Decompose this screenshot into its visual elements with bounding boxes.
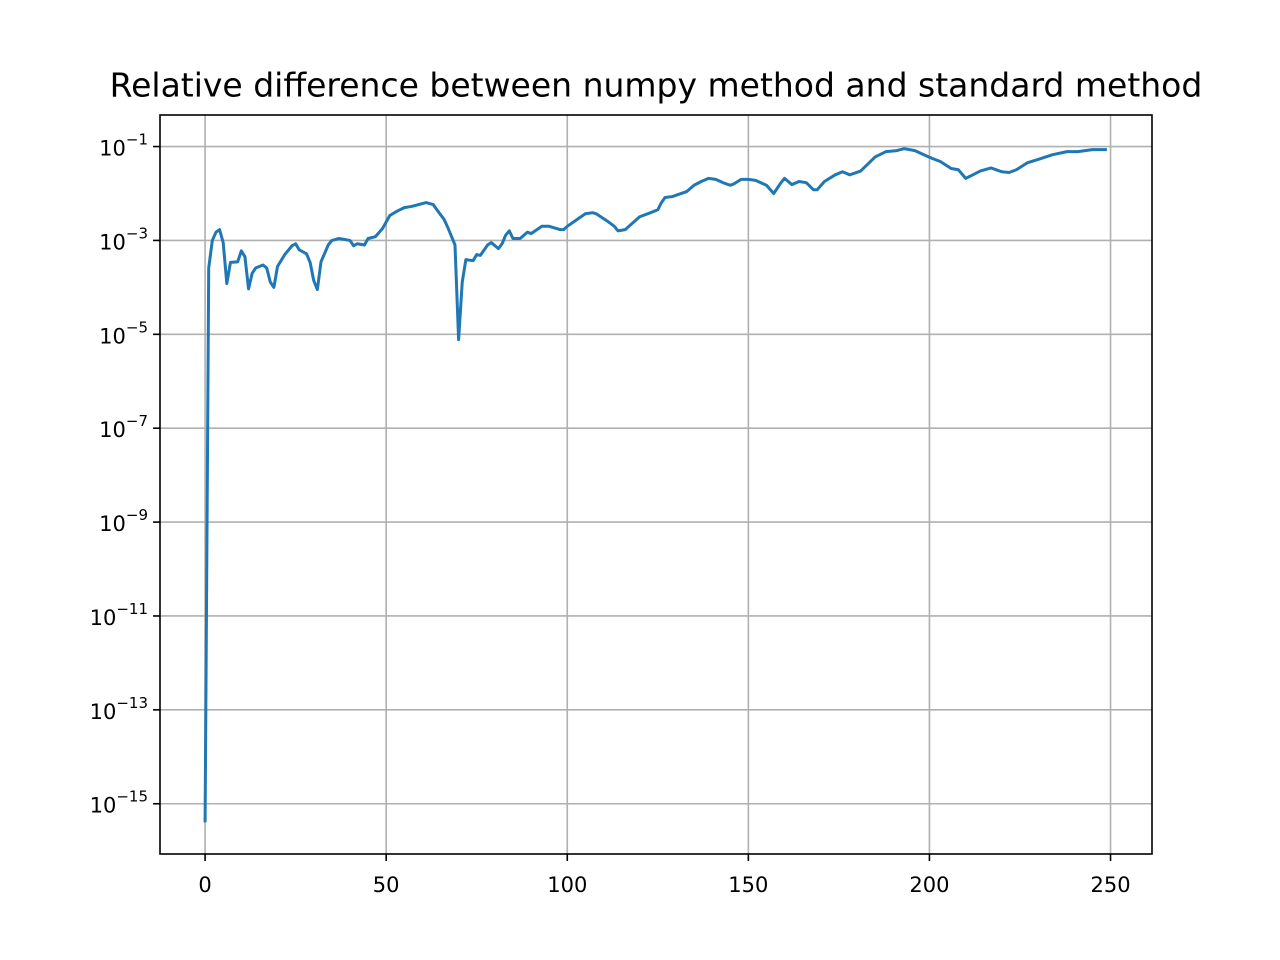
y-tick-label: 10−7	[99, 412, 148, 443]
x-tick-label: 200	[909, 873, 949, 897]
y-tick-label: 10−3	[99, 224, 148, 255]
data-line	[203, 147, 1107, 823]
y-tick-label: 10−15	[90, 787, 148, 818]
y-tick-label: 10−9	[99, 506, 148, 537]
x-tick-label: 100	[547, 873, 587, 897]
y-tick-label: 10−1	[99, 130, 148, 161]
chart-title: Relative difference between numpy method…	[110, 66, 1203, 105]
x-tick-label: 150	[728, 873, 768, 897]
y-tick-label: 10−11	[90, 599, 148, 630]
y-tick-label: 10−5	[99, 318, 148, 349]
plot-frame	[159, 114, 1153, 855]
y-tick-label: 10−13	[90, 693, 148, 724]
x-tick-label: 50	[373, 873, 400, 897]
x-tick-label: 0	[198, 873, 211, 897]
x-tick-label: 250	[1090, 873, 1130, 897]
